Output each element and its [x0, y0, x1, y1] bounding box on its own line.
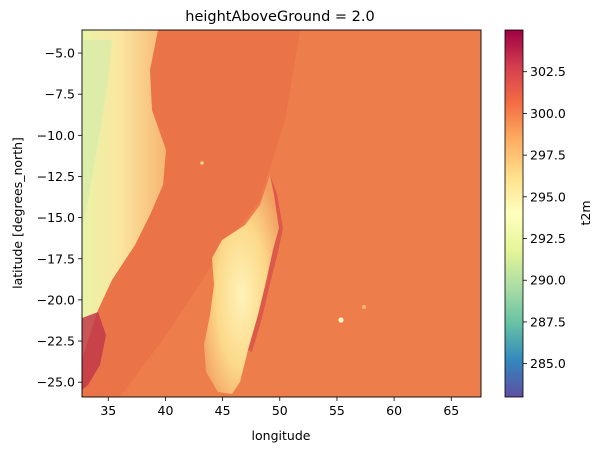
colorbar-tick-label: 287.5	[530, 314, 566, 329]
island-comoros	[200, 161, 204, 165]
heatmap-image	[82, 30, 481, 397]
colorbar	[504, 29, 524, 398]
y-tick-label: −20.0	[37, 292, 75, 307]
x-tick-label: 65	[443, 403, 459, 418]
y-axis-ticks: −5.0 −7.5 −10.0 −12.5 −15.0 −17.5 −20.0 −22.5 −2…	[37, 46, 82, 390]
colorbar-tick-label: 295.0	[530, 189, 566, 204]
colorbar-tick-label: 297.5	[530, 148, 566, 163]
y-tick-label: −7.5	[45, 87, 75, 102]
colorbar-ticks: 285.0 287.5 290.0 292.5 295.0 297.5 300.0 302.5	[523, 64, 566, 371]
madagascar-land	[204, 175, 279, 394]
y-tick-label: −25.0	[37, 375, 75, 390]
island-reunion	[338, 317, 344, 323]
y-tick-label: −15.0	[37, 210, 75, 225]
plot-frame	[81, 29, 482, 398]
x-axis-label: longitude	[252, 428, 311, 443]
y-tick-label: −12.5	[37, 169, 75, 184]
y-tick-label: −5.0	[45, 46, 75, 61]
african-interior-cool	[82, 40, 112, 230]
x-tick-label: 50	[272, 403, 288, 418]
colorbar-tick-label: 302.5	[530, 64, 566, 79]
x-tick-label: 60	[386, 403, 402, 418]
colorbar-tick-label: 292.5	[530, 231, 566, 246]
colorbar-tick-label: 290.0	[530, 273, 566, 288]
y-tick-label: −17.5	[37, 251, 75, 266]
colorbar-label: t2m	[578, 200, 593, 225]
chart-title: heightAboveGround = 2.0	[185, 9, 374, 25]
y-tick-label: −10.0	[37, 128, 75, 143]
y-axis-label: latitude [degrees_north]	[10, 137, 25, 289]
x-tick-label: 55	[329, 403, 345, 418]
y-tick-label: −22.5	[37, 334, 75, 349]
colorbar-tick-label: 300.0	[530, 106, 566, 121]
x-tick-label: 45	[215, 403, 231, 418]
x-tick-label: 35	[100, 403, 116, 418]
african-hot-lowland	[82, 312, 106, 390]
x-tick-label: 40	[158, 403, 174, 418]
x-axis-ticks: 35 40 45 50 55 60 65	[100, 397, 459, 418]
colorbar-tick-label: 285.0	[530, 356, 566, 371]
island-mauritius	[362, 305, 366, 309]
